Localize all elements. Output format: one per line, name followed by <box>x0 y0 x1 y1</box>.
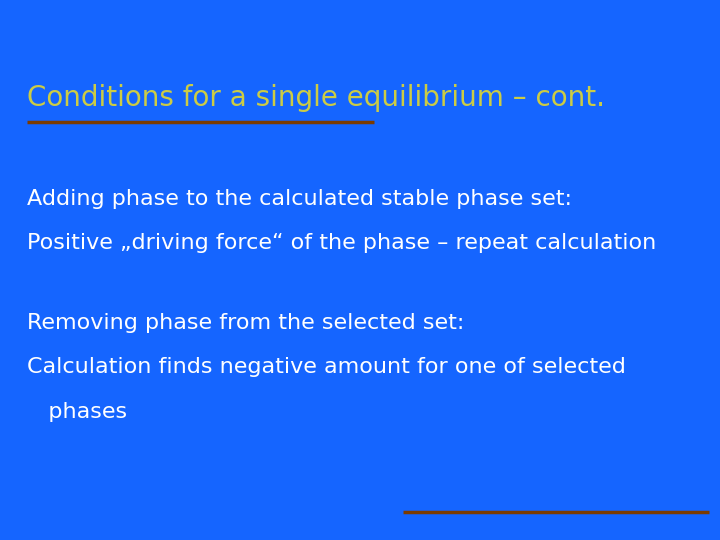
Text: Removing phase from the selected set:: Removing phase from the selected set: <box>27 313 464 333</box>
Text: Calculation finds negative amount for one of selected: Calculation finds negative amount for on… <box>27 357 626 377</box>
Text: Adding phase to the calculated stable phase set:: Adding phase to the calculated stable ph… <box>27 189 572 209</box>
Text: Conditions for a single equilibrium – cont.: Conditions for a single equilibrium – co… <box>27 84 606 112</box>
Text: phases: phases <box>27 402 127 422</box>
Text: Positive „driving force“ of the phase – repeat calculation: Positive „driving force“ of the phase – … <box>27 233 657 253</box>
